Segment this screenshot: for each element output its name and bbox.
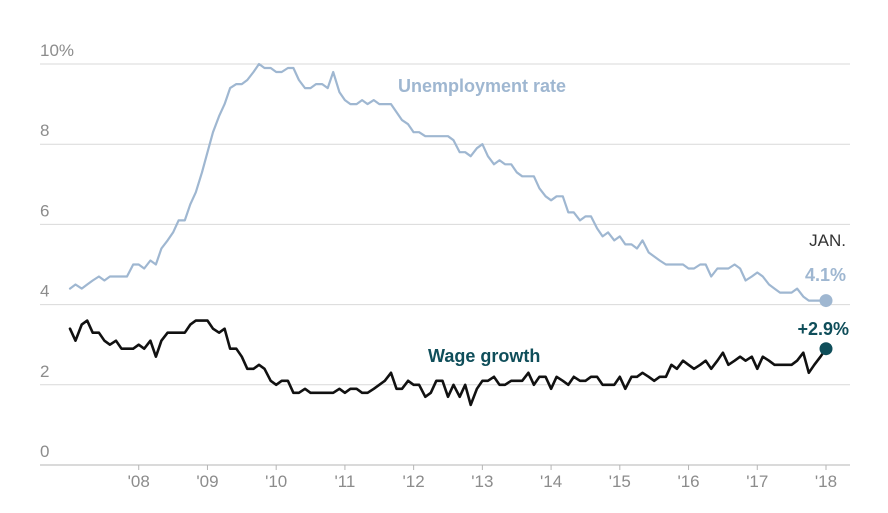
gridlines bbox=[40, 63, 850, 466]
unemployment-end-dot bbox=[819, 294, 833, 308]
end-value-unemployment: 4.1% bbox=[805, 265, 846, 285]
y-tick-label: 6 bbox=[40, 201, 49, 220]
wage-growth-line bbox=[68, 319, 828, 407]
series-label-wage-growth: Wage growth bbox=[428, 346, 540, 366]
wage-growth-end-dot bbox=[819, 342, 833, 356]
month-annotation: JAN. bbox=[809, 231, 846, 250]
y-tick-label: 10% bbox=[40, 41, 74, 60]
x-tick-label: '12 bbox=[403, 472, 425, 491]
x-tick-label: '16 bbox=[677, 472, 699, 491]
x-tick-label: '15 bbox=[609, 472, 631, 491]
x-axis-ticks: '08 '09 '10 '11 '12 '13 '14 '15 '16 '17 '18 bbox=[128, 465, 837, 491]
x-tick-label: '11 bbox=[334, 472, 355, 491]
y-axis-ticks: 10% 8 6 4 2 0 bbox=[40, 41, 74, 461]
x-tick-label: '17 bbox=[746, 472, 768, 491]
unemployment-line bbox=[68, 62, 828, 302]
y-tick-label: 8 bbox=[40, 121, 49, 140]
y-tick-label: 4 bbox=[40, 282, 49, 301]
y-tick-label: 2 bbox=[40, 362, 49, 381]
y-tick-label: 0 bbox=[40, 442, 49, 461]
x-tick-label: '18 bbox=[815, 472, 837, 491]
x-tick-label: '14 bbox=[540, 472, 562, 491]
series-lines bbox=[68, 62, 828, 407]
series-labels: Unemployment rate Wage growth JAN. 4.1% … bbox=[398, 76, 849, 366]
end-value-wage-growth: +2.9% bbox=[797, 319, 849, 339]
series-label-unemployment: Unemployment rate bbox=[398, 76, 566, 96]
x-tick-label: '13 bbox=[471, 472, 493, 491]
x-tick-label: '10 bbox=[265, 472, 287, 491]
x-tick-label: '09 bbox=[196, 472, 218, 491]
x-tick-label: '08 bbox=[128, 472, 150, 491]
end-markers bbox=[819, 294, 833, 356]
